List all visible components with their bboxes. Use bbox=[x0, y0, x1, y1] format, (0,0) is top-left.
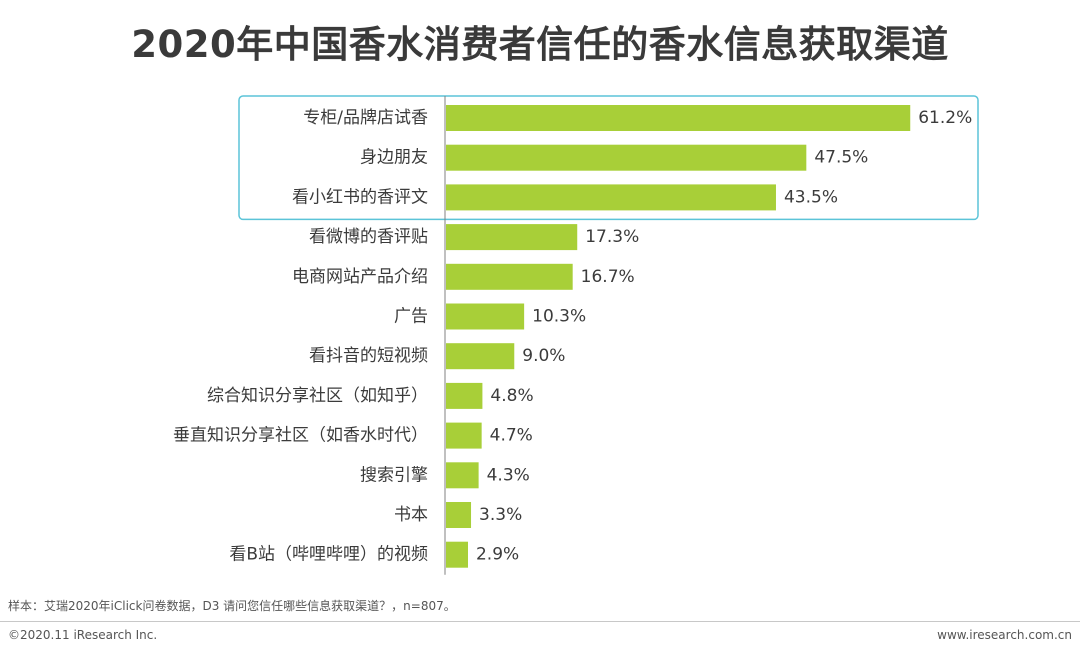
bar bbox=[446, 462, 479, 489]
bar bbox=[446, 343, 515, 370]
bar bbox=[446, 382, 483, 409]
sample-note: 样本：艾瑞2020年iClick问卷数据，D3 请问您信任哪些信息获取渠道？，n… bbox=[8, 599, 456, 613]
category-label: 看B站（哔哩哔哩）的视频 bbox=[229, 545, 428, 565]
value-label: 10.3% bbox=[532, 307, 586, 327]
category-label: 专柜/品牌店试香 bbox=[303, 108, 428, 128]
bar-chart: 专柜/品牌店试香 61.2% 身边朋友 47.5% 看小红书的香评文 43.5% 看微博的香… bbox=[173, 95, 979, 575]
highlight-box bbox=[238, 95, 979, 221]
value-label: 17.3% bbox=[585, 227, 639, 247]
value-label: 4.8% bbox=[490, 386, 533, 406]
bar bbox=[446, 422, 482, 449]
value-label: 61.2% bbox=[918, 108, 972, 128]
category-label: 身边朋友 bbox=[360, 148, 428, 168]
website-text: www.iresearch.com.cn bbox=[937, 628, 1072, 642]
value-label: 3.3% bbox=[479, 505, 522, 525]
category-label: 广告 bbox=[394, 307, 428, 327]
category-label: 电商网站产品介绍 bbox=[292, 267, 428, 287]
bar bbox=[446, 144, 807, 171]
value-label: 16.7% bbox=[581, 267, 635, 287]
category-label: 看微博的香评贴 bbox=[309, 227, 428, 247]
value-label: 47.5% bbox=[814, 148, 868, 168]
bar bbox=[446, 541, 468, 568]
category-label: 综合知识分享社区（如知乎） bbox=[207, 386, 428, 406]
category-label: 垂直知识分享社区（如香水时代） bbox=[173, 426, 428, 446]
category-label: 书本 bbox=[394, 505, 428, 525]
value-label: 2.9% bbox=[476, 545, 519, 565]
bar bbox=[446, 502, 472, 528]
category-label: 搜索引擎 bbox=[360, 465, 428, 485]
value-label: 4.7% bbox=[490, 426, 533, 446]
bar bbox=[446, 184, 776, 211]
footer-divider bbox=[0, 621, 1080, 622]
category-label: 看抖音的短视频 bbox=[309, 346, 428, 366]
bar bbox=[446, 105, 911, 131]
value-label: 4.3% bbox=[487, 465, 530, 485]
copyright-text: ©2020.11 iResearch Inc. bbox=[8, 628, 158, 642]
value-label: 9.0% bbox=[522, 346, 565, 366]
category-label: 看小红书的香评文 bbox=[292, 187, 428, 207]
bar bbox=[446, 224, 578, 251]
chart-title: 2020年中国香水消费者信任的香水信息获取渠道 bbox=[131, 23, 949, 66]
bar bbox=[446, 263, 573, 290]
value-label: 43.5% bbox=[784, 187, 838, 207]
bar bbox=[446, 303, 525, 330]
